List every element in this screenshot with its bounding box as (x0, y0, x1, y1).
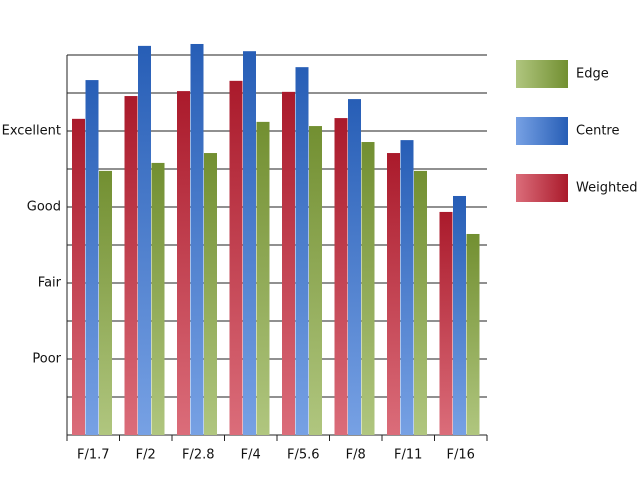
x-tick-label: F/11 (394, 448, 422, 463)
y-tick-label: Poor (32, 352, 61, 367)
bar (72, 118, 85, 435)
x-tick-label: F/2 (136, 448, 156, 463)
legend-swatch (516, 60, 568, 88)
bar (387, 153, 400, 436)
bar (204, 153, 217, 436)
bar (99, 170, 112, 435)
y-tick-label: Fair (38, 276, 62, 291)
bar (348, 99, 361, 435)
bar (177, 91, 190, 435)
bar (151, 162, 165, 436)
bar (282, 91, 295, 436)
bar (243, 51, 256, 435)
bar (466, 233, 480, 435)
bar (453, 195, 466, 435)
y-tick-label: Good (27, 200, 61, 215)
y-tick-label: Excellent (2, 124, 61, 139)
bar (138, 45, 151, 435)
bar (414, 170, 427, 435)
bar (229, 80, 243, 435)
x-tick-label: F/5.6 (287, 448, 320, 463)
x-tick-label: F/2.8 (182, 448, 215, 463)
bar (85, 80, 99, 435)
bar (334, 118, 348, 435)
bar (361, 142, 375, 435)
x-tick-label: F/16 (447, 448, 475, 463)
bar (295, 67, 309, 435)
x-tick-label: F/1.7 (77, 448, 110, 463)
x-tick-label: F/4 (241, 448, 261, 463)
legend-label: Centre (576, 124, 619, 139)
legend-swatch (516, 174, 568, 202)
bar (439, 211, 453, 435)
legend-label: Weighted (576, 181, 638, 196)
x-tick-label: F/8 (346, 448, 366, 463)
bar (256, 121, 270, 435)
bar (309, 126, 322, 435)
bar (400, 140, 414, 435)
bar (124, 96, 138, 435)
legend-swatch (516, 117, 568, 145)
legend-label: Edge (576, 67, 609, 82)
bar (190, 43, 204, 435)
